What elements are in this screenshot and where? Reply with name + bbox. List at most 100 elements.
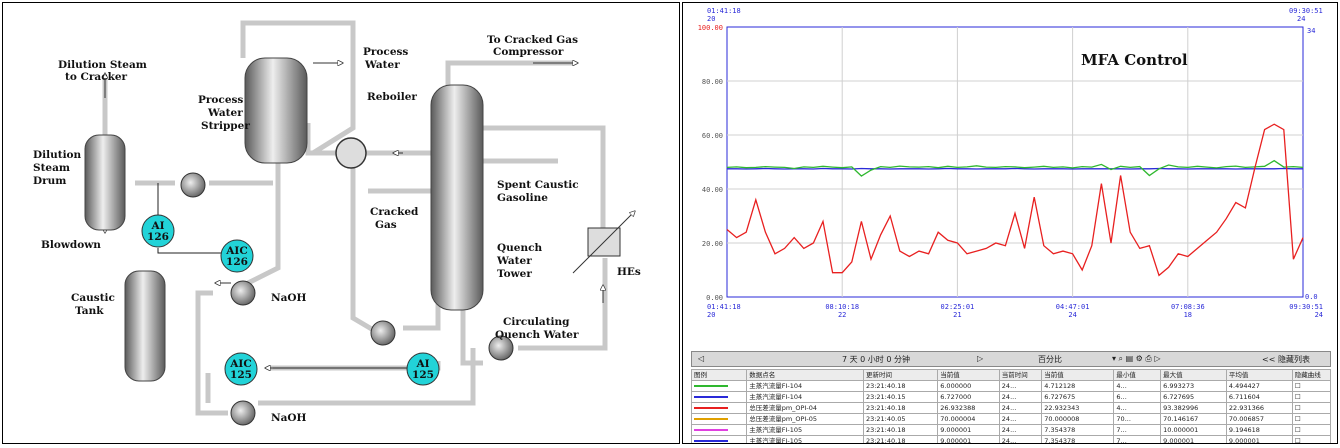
cell-val: 6.000000: [937, 380, 1000, 392]
legend-swatch-cell: [690, 391, 748, 403]
cell-min: 70...: [1113, 413, 1162, 425]
cell-name: 总压差流量pm_OPI-05: [746, 413, 864, 425]
table-row[interactable]: 总压差流量pm_OPI-04 23:21:40.18 26.932388 24... 2…: [690, 402, 1332, 414]
instrument-ai126: AI 126: [141, 214, 175, 248]
legend-swatch: [694, 428, 728, 431]
cell-cur: 4.712128: [1041, 380, 1115, 392]
legend-swatch-cell: [690, 380, 748, 392]
hide-curve-checkbox[interactable]: ☐: [1291, 424, 1332, 436]
cell-time: 23:21:40.18: [862, 435, 939, 443]
unit-selector[interactable]: 百分比: [1038, 355, 1062, 364]
label-caustic-tank: Caustic Tank: [71, 292, 115, 317]
y-tick-label: 60.00: [702, 132, 723, 140]
table-row[interactable]: 主蒸汽流量FI-104 23:21:40.15 6.727000 24... 6.727…: [690, 391, 1332, 403]
process-water-stripper-vessel: [244, 57, 308, 164]
instrument-ai125: AI 125: [406, 352, 440, 386]
hide-curve-checkbox[interactable]: ☐: [1291, 413, 1332, 425]
col-header: 图例: [690, 369, 748, 381]
heat-exchangers: [587, 227, 621, 257]
pipe-network: [102, 20, 608, 416]
x-tick-label: 01:41:18: [707, 303, 741, 311]
pump: [488, 335, 514, 361]
toolbar-icons[interactable]: ▾ ⌕ ▤ ⚙ ⎙ ▷: [1112, 354, 1161, 363]
cell-max: 10.000001: [1160, 424, 1227, 436]
y-tick-label: 100.00: [698, 24, 723, 32]
process-flow-diagram: AI 126 AIC 126 AI 125 AIC 125 Dilution S…: [33, 20, 641, 426]
right-axis-bottom: 0.0: [1305, 293, 1318, 301]
legend-swatch-cell: [690, 435, 748, 443]
cell-min: 7...: [1113, 435, 1162, 443]
label-to-cracked-gas-compressor: To Cracked Gas Compressor: [487, 34, 578, 58]
table-row[interactable]: 主蒸汽流量FI-105 23:21:40.18 9.000001 24... 7.354…: [690, 424, 1332, 436]
label-circulating-quench-water: Circulating Quench Water: [495, 316, 579, 341]
time-range-label[interactable]: 7 天 0 小时 0 分钟: [842, 355, 910, 364]
nav-right-icon[interactable]: ▷: [977, 354, 984, 363]
cell-t2: 24...: [998, 402, 1043, 414]
legend-swatch-cell: [690, 413, 748, 425]
label-dilution-steam-drum: Dilution Steam Drum: [33, 149, 82, 187]
nav-left-icon[interactable]: ◁: [698, 354, 705, 363]
cell-max: 9.000001: [1160, 435, 1227, 443]
cell-val: 9.000001: [937, 424, 1000, 436]
hide-curve-checkbox[interactable]: ☐: [1291, 435, 1332, 443]
cell-avg: 70.006857: [1225, 413, 1293, 425]
cell-avg: 22.931366: [1225, 402, 1293, 414]
cell-min: 6...: [1113, 391, 1162, 403]
label-naoh-lower: NaOH: [271, 412, 307, 424]
series-line: [727, 167, 1303, 170]
trend-chart: 01:41:18 20 09:30:51 24 34 0.0 100.00 80.…: [683, 3, 1337, 349]
cell-t2: 24...: [998, 391, 1043, 403]
label-process-water-stripper: Process Water Stripper: [198, 94, 250, 132]
cell-max: 6.993273: [1160, 380, 1227, 392]
series-line: [726, 123, 1304, 277]
y-tick-label: 80.00: [702, 78, 723, 86]
right-axis-top: 34: [1307, 27, 1315, 35]
pump: [180, 172, 206, 198]
series-line: [726, 159, 1304, 177]
process-diagram-panel: AI 126 AIC 126 AI 125 AIC 125 Dilution S…: [2, 2, 680, 444]
x-tick-day: 21: [953, 311, 961, 319]
y-axis: 100.00 80.00 60.00 40.00 20.00 0.00: [698, 24, 723, 302]
legend-swatch: [694, 395, 728, 398]
legend-swatch-cell: [690, 402, 748, 414]
cell-cur: 7.354378: [1041, 424, 1115, 436]
y-tick-label: 20.00: [702, 240, 723, 248]
pump: [230, 280, 256, 306]
cell-avg: 9.000001: [1225, 435, 1293, 443]
cell-min: 4...: [1113, 380, 1162, 392]
cell-time: 23:21:40.18: [862, 402, 939, 414]
x-tick-label: 08:10:18: [825, 303, 859, 311]
col-header: 最小值: [1113, 369, 1162, 381]
col-header: 当前值: [1041, 369, 1115, 381]
trend-viewer-panel: 01:41:18 20 09:30:51 24 34 0.0 100.00 80.…: [682, 2, 1338, 444]
cell-name: 主蒸汽流量FI-104: [746, 391, 864, 403]
col-header: 平均值: [1225, 369, 1293, 381]
svg-text:AI: AI: [415, 358, 429, 370]
table-row[interactable]: 主蒸汽流量FI-104 23:21:40.18 6.000000 24... 4.712…: [690, 380, 1332, 392]
table-row[interactable]: 主蒸汽流量FI-105 23:21:40.18 9.000001 24... 7.354…: [690, 435, 1332, 443]
cell-val: 6.727000: [937, 391, 1000, 403]
signal-lines: [157, 183, 423, 369]
cell-cur: 6.727675: [1041, 391, 1115, 403]
hide-curve-checkbox[interactable]: ☐: [1291, 380, 1332, 392]
label-process-water: Process Water: [363, 46, 408, 71]
hide-curve-checkbox[interactable]: ☐: [1291, 391, 1332, 403]
cell-t2: 24...: [998, 435, 1043, 443]
cell-cur: 7.354378: [1041, 435, 1115, 443]
table-row[interactable]: 总压差流量pm_OPI-05 23:21:40.05 70.000004 24... 7…: [690, 413, 1332, 425]
hide-curve-checkbox[interactable]: ☐: [1291, 402, 1332, 414]
dilution-steam-drum-vessel: [84, 134, 126, 231]
svg-text:AIC: AIC: [225, 245, 247, 257]
legend-swatch: [694, 439, 728, 442]
label-hes: HEs: [617, 266, 641, 278]
top-right-time: 09:30:51: [1289, 7, 1323, 15]
hide-list-button[interactable]: << 隐藏列表: [1262, 355, 1310, 364]
svg-text:126: 126: [147, 231, 169, 243]
col-header: 数据点名: [746, 369, 864, 381]
cell-avg: 9.194618: [1225, 424, 1293, 436]
y-tick-label: 40.00: [702, 186, 723, 194]
quench-water-tower-vessel: [430, 84, 484, 311]
cell-val: 9.000001: [937, 435, 1000, 443]
instrument-aic126: AIC 126: [220, 239, 254, 273]
